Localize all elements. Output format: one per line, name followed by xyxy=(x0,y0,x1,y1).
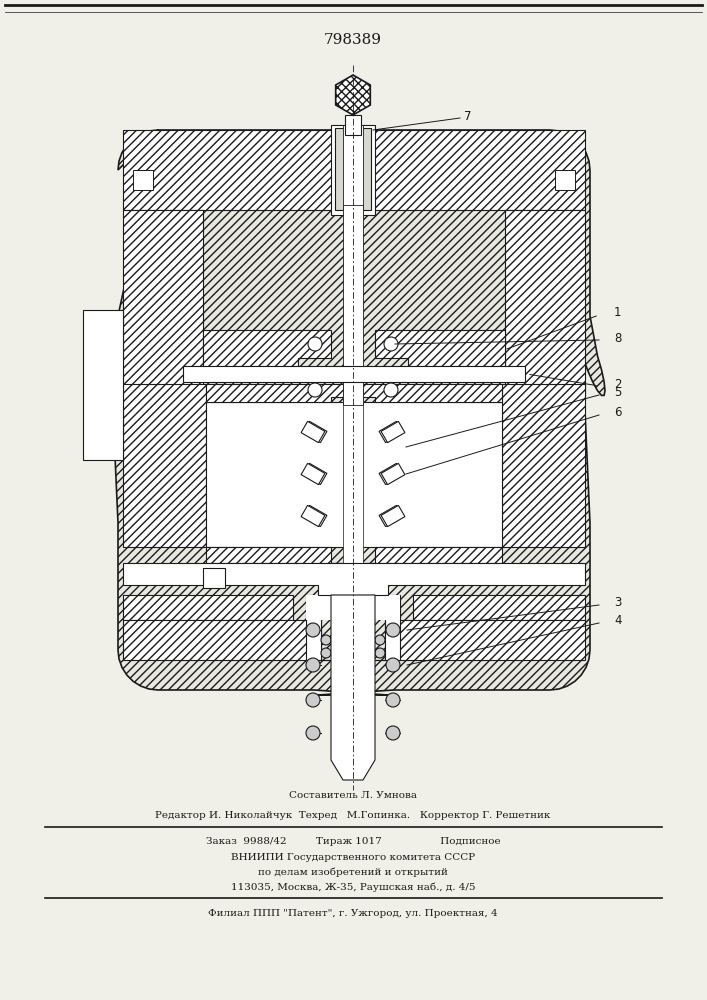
Circle shape xyxy=(386,726,400,740)
Text: 8: 8 xyxy=(614,332,621,344)
Circle shape xyxy=(306,658,320,672)
Polygon shape xyxy=(331,595,375,780)
Text: 798389: 798389 xyxy=(324,33,382,47)
Polygon shape xyxy=(103,130,605,695)
Polygon shape xyxy=(375,330,505,366)
Polygon shape xyxy=(183,366,525,382)
Bar xyxy=(370,595,400,620)
Text: 3: 3 xyxy=(614,596,621,609)
Polygon shape xyxy=(123,595,293,620)
Text: 113035, Москва, Ж-35, Раушская наб., д. 4/5: 113035, Москва, Ж-35, Раушская наб., д. … xyxy=(230,882,475,892)
Polygon shape xyxy=(385,595,400,660)
Text: Заказ  9988/42         Тираж 1017                  Подписное: Заказ 9988/42 Тираж 1017 Подписное xyxy=(206,836,501,846)
Text: Филиал ППП "Патент", г. Ужгород, ул. Проектная, 4: Филиал ППП "Патент", г. Ужгород, ул. Про… xyxy=(208,908,498,918)
Text: 5: 5 xyxy=(614,386,621,399)
Polygon shape xyxy=(306,595,321,660)
Polygon shape xyxy=(379,463,403,485)
Polygon shape xyxy=(303,463,327,485)
Polygon shape xyxy=(301,505,325,527)
Circle shape xyxy=(375,635,385,645)
Polygon shape xyxy=(381,463,405,485)
Text: 4: 4 xyxy=(614,614,621,628)
Polygon shape xyxy=(123,563,585,595)
Circle shape xyxy=(306,726,320,740)
Circle shape xyxy=(386,623,400,637)
Bar xyxy=(331,125,375,215)
Polygon shape xyxy=(303,505,327,527)
Text: 2: 2 xyxy=(614,377,621,390)
Circle shape xyxy=(308,337,322,351)
Polygon shape xyxy=(203,330,331,366)
Polygon shape xyxy=(123,620,585,660)
Circle shape xyxy=(384,337,398,351)
Polygon shape xyxy=(301,421,325,443)
Polygon shape xyxy=(379,421,403,443)
Polygon shape xyxy=(413,595,585,620)
Text: ВНИИПИ Государственного комитета СССР: ВНИИПИ Государственного комитета СССР xyxy=(231,852,475,861)
Circle shape xyxy=(308,383,322,397)
Bar xyxy=(203,568,225,588)
Polygon shape xyxy=(505,210,585,400)
Circle shape xyxy=(384,383,398,397)
Bar xyxy=(343,382,363,567)
Circle shape xyxy=(306,693,320,707)
Polygon shape xyxy=(381,421,405,443)
Circle shape xyxy=(375,648,385,658)
Circle shape xyxy=(386,693,400,707)
Polygon shape xyxy=(206,547,502,563)
Circle shape xyxy=(321,648,331,658)
Polygon shape xyxy=(206,384,502,402)
Polygon shape xyxy=(381,505,405,527)
Text: 6: 6 xyxy=(614,406,621,420)
Polygon shape xyxy=(83,310,123,460)
Bar xyxy=(343,125,363,210)
Polygon shape xyxy=(123,130,585,210)
Polygon shape xyxy=(123,384,206,547)
Polygon shape xyxy=(379,505,403,527)
Polygon shape xyxy=(345,115,361,135)
Text: Составитель Л. Умнова: Составитель Л. Умнова xyxy=(289,790,417,800)
Polygon shape xyxy=(502,384,585,547)
Circle shape xyxy=(321,635,331,645)
Bar xyxy=(555,170,575,190)
Polygon shape xyxy=(301,463,325,485)
Circle shape xyxy=(306,623,320,637)
Bar xyxy=(206,402,502,547)
Text: 7: 7 xyxy=(464,109,472,122)
Polygon shape xyxy=(123,210,203,400)
Circle shape xyxy=(386,658,400,672)
Bar xyxy=(343,205,363,405)
Polygon shape xyxy=(303,421,327,443)
Bar xyxy=(133,170,153,190)
Bar xyxy=(306,595,336,620)
Text: по делам изобретений и открытий: по делам изобретений и открытий xyxy=(258,867,448,877)
Text: Редактор И. Николайчук  Техред   М.Гопинка.   Корректор Г. Решетник: Редактор И. Николайчук Техред М.Гопинка.… xyxy=(156,810,551,820)
Text: 1: 1 xyxy=(614,306,621,320)
Polygon shape xyxy=(336,75,370,115)
Polygon shape xyxy=(335,128,371,210)
